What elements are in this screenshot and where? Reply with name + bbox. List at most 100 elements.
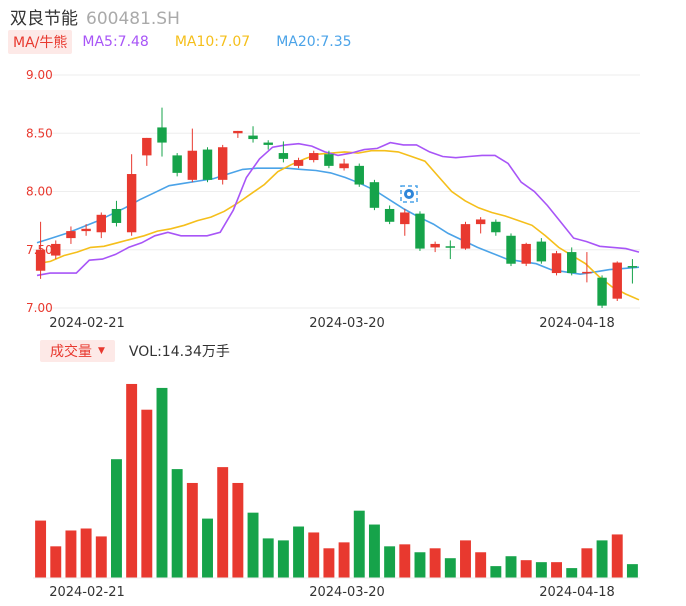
candle-body bbox=[521, 243, 531, 264]
volume-bar bbox=[308, 532, 320, 578]
volume-bar bbox=[460, 540, 471, 578]
volume-button-label: 成交量 bbox=[50, 344, 92, 360]
candle-body bbox=[551, 253, 562, 274]
ma10-line bbox=[36, 149, 640, 301]
volume-bar bbox=[323, 548, 335, 578]
candle-body bbox=[142, 137, 152, 156]
volume-bar bbox=[596, 540, 608, 578]
volume-bar bbox=[95, 536, 107, 578]
volume-bar bbox=[293, 526, 305, 578]
candle-body bbox=[354, 165, 364, 185]
candle-body bbox=[172, 155, 182, 173]
volume-bar bbox=[110, 459, 122, 578]
candle-body bbox=[582, 271, 592, 274]
stock-name: 双良节能 bbox=[10, 9, 78, 29]
candle-body bbox=[157, 127, 167, 143]
candle-body bbox=[339, 163, 349, 169]
volume-bar bbox=[444, 558, 456, 578]
volume-bar bbox=[35, 520, 47, 578]
date-tick-label: 2024-02-21 bbox=[49, 316, 125, 331]
candle-body bbox=[415, 213, 425, 249]
candle-body bbox=[66, 231, 76, 239]
volume-bar bbox=[80, 528, 92, 578]
volume-bar bbox=[505, 556, 517, 578]
candle-body bbox=[263, 142, 273, 145]
candle-body bbox=[96, 214, 106, 233]
candle-body bbox=[369, 182, 380, 208]
date-tick-label: 2024-04-18 bbox=[539, 585, 615, 600]
volume-bar bbox=[262, 538, 274, 578]
volume-bar bbox=[171, 469, 183, 578]
price-date-axis: 2024-02-21 2024-03-20 2024-04-18 bbox=[49, 316, 615, 331]
stock-code: 600481.SH bbox=[86, 9, 180, 29]
volume-bar bbox=[429, 548, 441, 578]
volume-bar bbox=[535, 562, 547, 578]
stock-header: 双良节能 600481.SH bbox=[10, 4, 180, 29]
volume-bar bbox=[65, 530, 77, 578]
volume-bar bbox=[141, 409, 153, 578]
candle-body bbox=[612, 262, 622, 299]
price-tick-label: 7.00 bbox=[26, 301, 53, 315]
ma5-line bbox=[36, 141, 640, 277]
ma5-label: MA5:7.48 bbox=[82, 34, 149, 50]
volume-bar bbox=[353, 510, 365, 578]
volume-bar bbox=[126, 383, 138, 578]
candle-body bbox=[81, 228, 91, 232]
volume-bar bbox=[566, 568, 578, 578]
price-gridlines bbox=[33, 74, 640, 309]
date-tick-label: 2024-02-21 bbox=[49, 585, 125, 600]
volume-bar bbox=[611, 534, 623, 578]
volume-bar bbox=[50, 546, 62, 578]
volume-bars bbox=[33, 383, 640, 579]
volume-bar bbox=[626, 564, 638, 578]
candle-body bbox=[430, 243, 440, 248]
candle-body bbox=[445, 246, 456, 248]
candle-body bbox=[597, 277, 607, 306]
volume-bar bbox=[338, 542, 350, 578]
candle-body bbox=[248, 135, 258, 140]
ma-indicator-button[interactable]: MA/牛熊 bbox=[8, 30, 73, 54]
candle-body bbox=[202, 149, 213, 180]
ma-legend: MA/牛熊 MA5:7.48 MA10:7.07 MA20:7.35 bbox=[8, 30, 352, 54]
candle-body bbox=[293, 160, 304, 166]
dropdown-caret-icon: ▼ bbox=[98, 346, 105, 356]
candle-body bbox=[51, 243, 61, 256]
date-tick-label: 2024-04-18 bbox=[539, 316, 615, 331]
candle-body bbox=[400, 212, 410, 225]
volume-bar bbox=[475, 552, 487, 578]
volume-bar bbox=[247, 512, 259, 578]
candle-body bbox=[278, 153, 289, 159]
price-axis: 9.008.508.007.507.00 bbox=[26, 68, 53, 315]
volume-bar bbox=[232, 482, 244, 578]
price-tick-label: 8.50 bbox=[26, 126, 53, 140]
volume-bar bbox=[551, 562, 563, 578]
volume-bar bbox=[581, 548, 593, 578]
volume-bar bbox=[156, 387, 168, 578]
candle-body bbox=[324, 154, 334, 166]
volume-legend: 成交量 ▼ VOL:14.34万手 bbox=[40, 340, 230, 362]
volume-indicator-button[interactable]: 成交量 ▼ bbox=[40, 340, 115, 362]
candle-body bbox=[111, 208, 122, 223]
date-tick-label: 2024-03-20 bbox=[309, 585, 385, 600]
candlestick-series bbox=[35, 107, 638, 308]
volume-bar bbox=[520, 560, 532, 578]
candle-body bbox=[126, 174, 137, 233]
candle-body bbox=[491, 221, 501, 233]
candle-body bbox=[217, 147, 228, 180]
volume-bar bbox=[217, 467, 229, 578]
date-tick-label: 2024-03-20 bbox=[309, 316, 385, 331]
candle-body bbox=[567, 252, 577, 274]
volume-bar bbox=[277, 540, 289, 578]
candle-body bbox=[460, 224, 471, 249]
volume-date-axis: 2024-02-21 2024-03-20 2024-04-18 bbox=[49, 585, 615, 600]
candle-body bbox=[309, 153, 319, 161]
moving-average-lines bbox=[36, 141, 640, 301]
price-tick-label: 8.00 bbox=[26, 185, 53, 199]
crosshair-marker-icon bbox=[400, 185, 418, 203]
candle-body bbox=[475, 219, 486, 225]
candle-body bbox=[233, 130, 243, 134]
price-tick-label: 9.00 bbox=[26, 68, 53, 82]
ma10-label: MA10:7.07 bbox=[174, 34, 251, 50]
volume-bar bbox=[399, 544, 411, 578]
